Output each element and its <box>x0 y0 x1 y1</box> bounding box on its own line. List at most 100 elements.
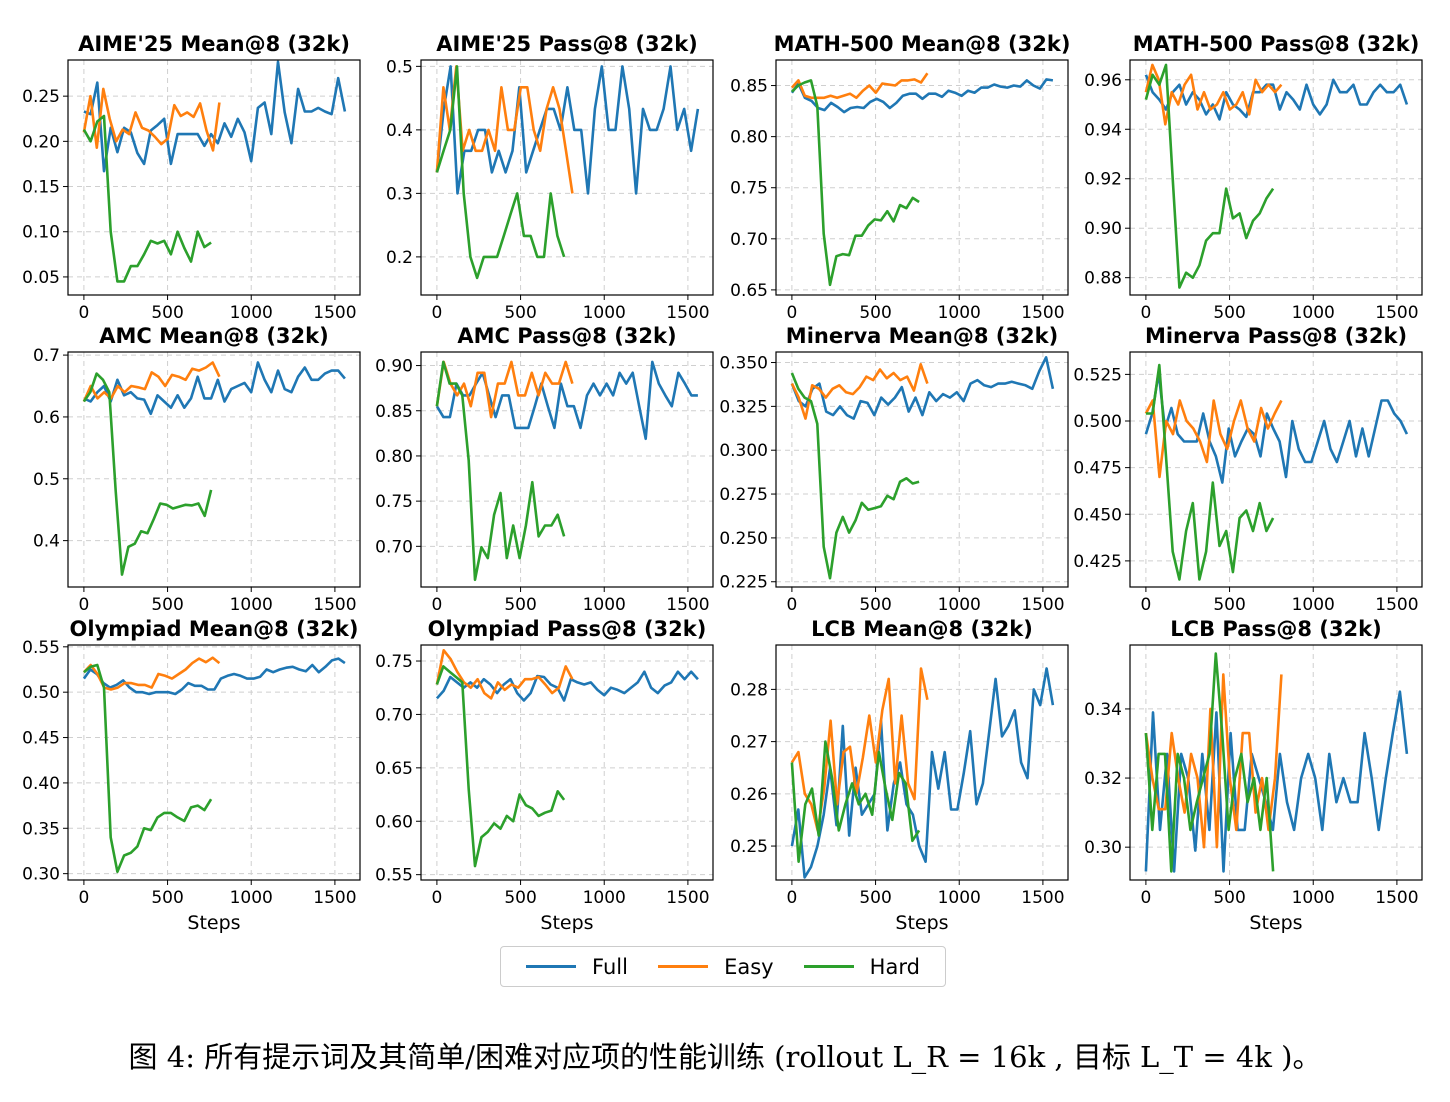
y-tick-label: 0.30 <box>1084 838 1122 858</box>
series-hard-line <box>1144 652 1275 873</box>
x-tick-label: 500 <box>859 888 891 908</box>
y-tick-label: 0.85 <box>730 77 768 97</box>
y-tick-label: 0.55 <box>22 638 60 658</box>
x-axis-label: Steps <box>1249 912 1302 934</box>
series-easy-line <box>790 362 929 420</box>
y-tick-label: 0.10 <box>22 223 60 243</box>
x-tick-label: 0 <box>786 888 797 908</box>
y-tick-label: 0.525 <box>1073 365 1122 385</box>
x-axis-label: Steps <box>895 912 948 934</box>
x-tick-label: 1000 <box>583 303 626 323</box>
series-easy-line <box>1144 399 1283 479</box>
y-tick-label: 0.325 <box>719 397 768 417</box>
series-easy-line <box>82 87 221 152</box>
x-axis-label: Steps <box>187 912 240 934</box>
subplot-title: LCB Mean@8 (32k) <box>811 617 1033 641</box>
x-tick-label: 0 <box>786 303 797 323</box>
x-tick-label: 0 <box>786 595 797 615</box>
subplot-2: AIME'25 Pass@8 (32k) 0 500 1000 1500 0.2 0.3 0.… <box>386 32 714 323</box>
x-tick-label: 1000 <box>230 888 273 908</box>
series-hard-line <box>435 65 566 280</box>
x-tick-label: 0 <box>431 595 442 615</box>
plot-frame <box>775 351 1069 588</box>
y-tick-label: 0.6 <box>33 408 60 428</box>
x-tick-label: 1000 <box>938 595 981 615</box>
y-tick-label: 0.20 <box>22 132 60 152</box>
y-tick-label: 0.32 <box>1084 769 1122 789</box>
series-easy-line <box>435 360 574 419</box>
x-tick-label: 500 <box>1213 888 1245 908</box>
y-tick-label: 0.450 <box>1073 505 1122 525</box>
y-tick-label: 0.275 <box>719 485 768 505</box>
y-tick-label: 0.35 <box>22 819 60 839</box>
figure-caption: 图 4: 所有提示词及其简单/困难对应项的性能训练 (rollout L_R =… <box>128 1040 1322 1074</box>
series-hard-line <box>1144 63 1275 289</box>
x-tick-label: 0 <box>1140 303 1151 323</box>
x-axis-label: Steps <box>540 912 593 934</box>
subplot-12: LCB Pass@8 (32k) 0 500 1000 1500 0.30 0.32 0.34… <box>1084 617 1423 934</box>
y-tick-label: 0.65 <box>730 281 768 301</box>
y-tick-label: 0.65 <box>375 759 413 779</box>
y-tick-label: 0.75 <box>730 179 768 199</box>
subplot-1: AIME'25 Mean@8 (32k) 0 500 1000 1500 0.05 0.10… <box>22 32 361 323</box>
series-hard-line <box>82 114 212 283</box>
x-tick-label: 1000 <box>1292 595 1335 615</box>
y-tick-label: 0.60 <box>375 812 413 832</box>
y-tick-label: 0.75 <box>375 492 413 512</box>
y-tick-label: 0.475 <box>1073 459 1122 479</box>
x-tick-label: 1500 <box>1375 888 1418 908</box>
y-tick-label: 0.425 <box>1073 552 1122 572</box>
series-hard-line <box>790 740 921 864</box>
plot-frame <box>420 644 714 881</box>
x-tick-label: 500 <box>504 303 536 323</box>
x-tick-label: 1000 <box>938 888 981 908</box>
series-easy-line <box>82 656 221 691</box>
y-tick-label: 0.2 <box>386 248 413 268</box>
subplot-title: Minerva Mean@8 (32k) <box>786 324 1058 348</box>
y-tick-label: 0.05 <box>22 268 60 288</box>
y-tick-label: 0.7 <box>33 346 60 366</box>
plot-frame <box>1129 351 1423 588</box>
series-easy-line <box>82 361 221 403</box>
x-tick-label: 1000 <box>583 595 626 615</box>
y-tick-label: 0.4 <box>386 121 413 141</box>
x-tick-label: 1500 <box>313 888 356 908</box>
x-tick-label: 1500 <box>1021 303 1064 323</box>
x-tick-label: 1500 <box>666 303 709 323</box>
y-tick-label: 0.25 <box>730 837 768 857</box>
series-hard-line <box>83 663 213 874</box>
y-tick-label: 0.4 <box>33 532 60 552</box>
y-tick-label: 0.225 <box>719 573 768 593</box>
y-tick-label: 0.300 <box>719 441 768 461</box>
y-tick-label: 0.500 <box>1073 412 1122 432</box>
legend-swatch-easy <box>658 965 709 968</box>
x-tick-label: 1500 <box>1375 303 1418 323</box>
plot-frame <box>1129 644 1423 881</box>
y-tick-label: 0.5 <box>386 57 413 77</box>
subplot-10: Olympiad Pass@8 (32k) 0 500 1000 1500 0.55 0.6… <box>375 617 714 934</box>
x-tick-label: 500 <box>859 595 891 615</box>
x-tick-label: 1000 <box>1292 888 1335 908</box>
series-full-line <box>435 670 699 702</box>
legend-item-easy: Easy <box>658 955 774 979</box>
series-easy-line <box>1144 673 1283 849</box>
series-full-line <box>83 60 347 173</box>
y-tick-label: 0.94 <box>1084 120 1122 140</box>
x-tick-label: 500 <box>151 888 183 908</box>
subplot-title: MATH-500 Pass@8 (32k) <box>1133 32 1420 56</box>
x-tick-label: 0 <box>78 888 89 908</box>
y-tick-label: 0.80 <box>730 128 768 148</box>
legend: Full Easy Hard <box>500 946 946 987</box>
y-tick-label: 0.45 <box>22 729 60 749</box>
x-tick-label: 1000 <box>230 595 273 615</box>
y-tick-label: 0.96 <box>1084 71 1122 91</box>
x-tick-label: 1500 <box>666 595 709 615</box>
x-tick-label: 0 <box>1140 888 1151 908</box>
y-tick-label: 0.30 <box>22 865 60 885</box>
series-full-line <box>790 355 1055 420</box>
series-full-line <box>435 65 700 195</box>
series-full-line <box>790 667 1055 879</box>
plot-frame <box>775 644 1069 881</box>
y-tick-label: 0.85 <box>375 402 413 422</box>
y-tick-label: 0.70 <box>730 230 768 250</box>
